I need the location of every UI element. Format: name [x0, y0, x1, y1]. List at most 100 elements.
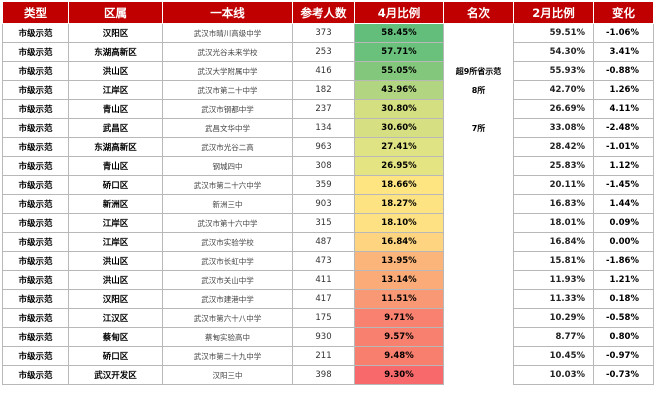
table-row: 市级示范 江汉区 武汉市第六十八中学 175 9.71% 10.29% -0.58%: [2, 308, 654, 328]
cell-feb-ratio: 16.84%: [513, 232, 594, 252]
cell-rank: 超9所省示范: [443, 61, 514, 81]
cell-district: 洪山区: [68, 270, 163, 290]
cell-april-ratio: 43.96%: [354, 80, 444, 100]
cell-feb-ratio: 42.70%: [513, 80, 594, 100]
school-ratio-table: 类型 区属 一本线 参考人数 4月比例 名次 2月比例 变化 市级示范 汉阳区 武汉…: [2, 1, 654, 385]
cell-count: 308: [292, 156, 355, 176]
table-row: 市级示范 洪山区 武汉大学附属中学 416 55.05% 超9所省示范 55.93% -0.8…: [2, 61, 654, 81]
table-row: 市级示范 汉阳区 武汉市晴川高级中学 373 58.45% 59.51% -1.06%: [2, 23, 654, 43]
header-change: 变化: [593, 1, 654, 24]
cell-type: 市级示范: [2, 175, 69, 195]
table-row: 市级示范 新洲区 新洲三中 903 18.27% 16.83% 1.44%: [2, 194, 654, 214]
cell-rank: [443, 251, 514, 271]
cell-district: 洪山区: [68, 251, 163, 271]
cell-type: 市级示范: [2, 251, 69, 271]
header-rank: 名次: [443, 1, 514, 24]
cell-rank: [443, 232, 514, 252]
cell-april-ratio: 9.57%: [354, 327, 444, 347]
cell-type: 市级示范: [2, 213, 69, 233]
cell-rank: [443, 137, 514, 157]
cell-feb-ratio: 15.81%: [513, 251, 594, 271]
cell-count: 373: [292, 23, 355, 43]
cell-change: 0.00%: [593, 232, 654, 252]
cell-april-ratio: 18.66%: [354, 175, 444, 195]
cell-district: 东湖高新区: [68, 137, 163, 157]
cell-type: 市级示范: [2, 23, 69, 43]
cell-change: 0.80%: [593, 327, 654, 347]
cell-district: 硚口区: [68, 346, 163, 366]
cell-type: 市级示范: [2, 99, 69, 119]
cell-school: 武汉市光谷二高: [162, 137, 293, 157]
cell-district: 青山区: [68, 156, 163, 176]
cell-rank: [443, 42, 514, 62]
cell-count: 175: [292, 308, 355, 328]
cell-change: 0.09%: [593, 213, 654, 233]
cell-count: 411: [292, 270, 355, 290]
table-row: 市级示范 青山区 钢城四中 308 26.95% 25.83% 1.12%: [2, 156, 654, 176]
cell-school: 武汉市长虹中学: [162, 251, 293, 271]
cell-rank: [443, 23, 514, 43]
cell-rank: [443, 327, 514, 347]
cell-count: 473: [292, 251, 355, 271]
table-row: 市级示范 洪山区 武汉市长虹中学 473 13.95% 15.81% -1.86%: [2, 251, 654, 271]
cell-rank: [443, 175, 514, 195]
cell-change: -0.97%: [593, 346, 654, 366]
cell-april-ratio: 26.95%: [354, 156, 444, 176]
cell-feb-ratio: 18.01%: [513, 213, 594, 233]
cell-count: 416: [292, 61, 355, 81]
cell-feb-ratio: 54.30%: [513, 42, 594, 62]
header-april-ratio: 4月比例: [354, 1, 444, 24]
cell-district: 武昌区: [68, 118, 163, 138]
cell-change: -0.58%: [593, 308, 654, 328]
cell-change: -1.01%: [593, 137, 654, 157]
header-row: 类型 区属 一本线 参考人数 4月比例 名次 2月比例 变化: [2, 1, 654, 24]
table-row: 市级示范 蔡甸区 蔡甸实验高中 930 9.57% 8.77% 0.80%: [2, 327, 654, 347]
cell-type: 市级示范: [2, 61, 69, 81]
table-row: 市级示范 洪山区 武汉市关山中学 411 13.14% 11.93% 1.21%: [2, 270, 654, 290]
cell-april-ratio: 18.10%: [354, 213, 444, 233]
cell-rank: [443, 270, 514, 290]
cell-count: 211: [292, 346, 355, 366]
cell-type: 市级示范: [2, 42, 69, 62]
cell-school: 武汉市第六十八中学: [162, 308, 293, 328]
cell-feb-ratio: 8.77%: [513, 327, 594, 347]
cell-type: 市级示范: [2, 194, 69, 214]
cell-count: 930: [292, 327, 355, 347]
cell-april-ratio: 27.41%: [354, 137, 444, 157]
cell-school: 武汉市关山中学: [162, 270, 293, 290]
cell-school: 武昌文华中学: [162, 118, 293, 138]
cell-school: 武汉光谷未来学校: [162, 42, 293, 62]
header-school: 一本线: [162, 1, 293, 24]
cell-change: 0.18%: [593, 289, 654, 309]
cell-feb-ratio: 55.93%: [513, 61, 594, 81]
cell-district: 洪山区: [68, 61, 163, 81]
cell-feb-ratio: 26.69%: [513, 99, 594, 119]
cell-type: 市级示范: [2, 270, 69, 290]
cell-type: 市级示范: [2, 289, 69, 309]
cell-type: 市级示范: [2, 118, 69, 138]
cell-change: 1.44%: [593, 194, 654, 214]
cell-april-ratio: 13.95%: [354, 251, 444, 271]
cell-count: 487: [292, 232, 355, 252]
cell-feb-ratio: 10.45%: [513, 346, 594, 366]
cell-change: 1.21%: [593, 270, 654, 290]
cell-district: 江汉区: [68, 308, 163, 328]
cell-april-ratio: 9.48%: [354, 346, 444, 366]
table-row: 市级示范 武昌区 武昌文华中学 134 30.60% 7所 33.08% -2.48%: [2, 118, 654, 138]
cell-type: 市级示范: [2, 137, 69, 157]
cell-school: 武汉市第二十中学: [162, 80, 293, 100]
cell-change: -2.48%: [593, 118, 654, 138]
cell-district: 青山区: [68, 99, 163, 119]
cell-april-ratio: 55.05%: [354, 61, 444, 81]
cell-school: 武汉市晴川高级中学: [162, 23, 293, 43]
table-row: 市级示范 江岸区 武汉市实验学校 487 16.84% 16.84% 0.00%: [2, 232, 654, 252]
cell-school: 武汉大学附属中学: [162, 61, 293, 81]
cell-rank: [443, 346, 514, 366]
cell-type: 市级示范: [2, 365, 69, 385]
cell-district: 江岸区: [68, 213, 163, 233]
cell-type: 市级示范: [2, 346, 69, 366]
cell-district: 硚口区: [68, 175, 163, 195]
cell-school: 武汉市第十六中学: [162, 213, 293, 233]
cell-feb-ratio: 33.08%: [513, 118, 594, 138]
cell-change: 4.11%: [593, 99, 654, 119]
